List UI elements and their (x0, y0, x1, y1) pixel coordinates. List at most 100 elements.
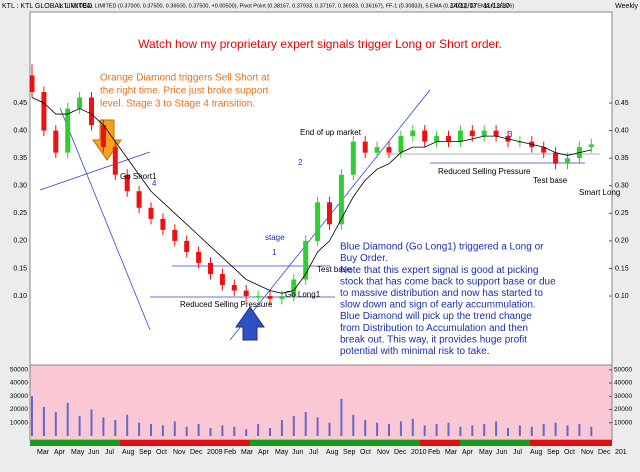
volume-bar (495, 421, 498, 436)
candle-body (434, 136, 440, 142)
candle-body (231, 285, 237, 291)
ema-line (31, 97, 592, 294)
volume-bar (173, 421, 176, 436)
buy-arrow (235, 306, 265, 341)
candle-body (196, 251, 202, 263)
x-tick-label: Nov (581, 449, 594, 456)
blue-note-line: Note that this expert signal is good at … (340, 265, 538, 276)
candle-body (338, 174, 344, 225)
candle-body (124, 174, 130, 192)
x-tick-label: Aug (326, 449, 339, 456)
x-tick-label: Dec (598, 449, 611, 456)
orange-note: Orange Diamond triggers Sell Short at (100, 73, 270, 84)
volume-bar (31, 396, 33, 436)
x-tick-label: Dec (394, 449, 407, 456)
volume-bar (54, 412, 57, 436)
y-tick-label: 0.40 (615, 127, 629, 134)
candle-body (148, 207, 154, 219)
candle-body (172, 229, 178, 241)
y-tick-label: 0.45 (615, 100, 629, 107)
volume-bar (292, 416, 295, 436)
y-tick-label: 0.45 (13, 100, 27, 107)
candle-body (517, 141, 523, 143)
candle-body (53, 130, 59, 153)
candle-body (29, 75, 35, 92)
annotation: Test base (533, 176, 568, 185)
x-tick-label: Jul (513, 449, 522, 456)
candle-body (160, 218, 166, 230)
candle-body (219, 273, 225, 286)
title: Watch how my proprietary expert signals … (138, 37, 502, 51)
blue-note-line: potential with minimal risk to take. (340, 346, 490, 357)
blue-note-line: slow down and sign of early accummulatio… (340, 300, 536, 311)
candle-body (541, 147, 547, 153)
x-tick-label: Aug (122, 449, 135, 456)
x-tick-label: Aug (530, 449, 543, 456)
candle-body (100, 125, 106, 148)
volume-tick-label: 20000 (614, 406, 632, 413)
volume-tick-label: 50000 (614, 366, 632, 373)
volume-bar (507, 428, 509, 436)
x-tick-label: Dec (190, 449, 203, 456)
candle-body (481, 130, 487, 137)
volume-bar (518, 425, 521, 436)
volume-tick-label: 40000 (10, 380, 28, 387)
candle-body (77, 97, 83, 109)
volume-bar (388, 424, 390, 436)
candle-body (267, 296, 273, 299)
volume-bar (483, 424, 486, 436)
x-tick-label: Jun (496, 449, 507, 456)
volume-tick-label: 20000 (10, 406, 28, 413)
signal-segment (460, 440, 530, 446)
x-tick-label: Mar (445, 449, 458, 456)
volume-bar (150, 424, 152, 436)
candle-body (136, 191, 142, 208)
volume-bar (566, 425, 569, 436)
x-tick-label: Mar (241, 449, 254, 456)
blue-note: Blue Diamond (Go Long1) triggered a Long… (340, 242, 556, 357)
volume-bar (42, 406, 45, 436)
volume-panel (29, 364, 613, 441)
x-tick-label: Feb (224, 449, 236, 456)
signal-segment (250, 440, 420, 446)
candle-body (243, 290, 249, 297)
candle-body (386, 147, 392, 153)
candle-body (65, 108, 71, 153)
volume-bar (340, 398, 343, 436)
candle-body (422, 130, 428, 142)
blue-note-line: to massive distribution and now has star… (340, 288, 543, 299)
x-tick-label: Nov (377, 449, 390, 456)
volume-bar (399, 421, 402, 436)
volume-tick-label: 30000 (614, 393, 632, 400)
x-tick-label: 2009 (207, 449, 223, 456)
annotation: stage (265, 233, 285, 242)
y-tick-label: 0.15 (13, 265, 27, 272)
volume-bar (161, 425, 164, 436)
candle-body (291, 279, 297, 297)
trend-line (59, 107, 151, 331)
volume-tick-label: 40000 (614, 380, 632, 387)
y-tick-label: 0.20 (615, 238, 629, 245)
x-tick-label: Feb (428, 449, 440, 456)
candle-body (89, 97, 94, 126)
y-tick-label: 0.35 (615, 155, 629, 162)
volume-bar (554, 422, 557, 436)
signal-strip (30, 440, 612, 446)
blue-note-line: from Distribution to Accumulation and th… (340, 323, 528, 334)
candle-body (315, 202, 321, 241)
candle-body (255, 296, 261, 298)
y-tick-label: 0.20 (13, 238, 27, 245)
volume-bar (245, 429, 248, 436)
volume-bar (352, 414, 355, 436)
orange-note: level. Stage 3 to Stage 4 transition. (100, 99, 255, 110)
x-tick-label: Apr (462, 449, 474, 456)
volume-bar (233, 426, 236, 436)
blue-note-line: Blue Diamond (Go Long1) triggered a Long… (340, 242, 544, 253)
volume-bar (542, 424, 545, 436)
candle-body (303, 240, 309, 280)
volume-bar (185, 426, 188, 436)
candle-body (493, 130, 499, 137)
stage-number: 4 (152, 179, 157, 188)
signal-segment (420, 440, 460, 446)
x-tick-label: Oct (360, 449, 371, 456)
